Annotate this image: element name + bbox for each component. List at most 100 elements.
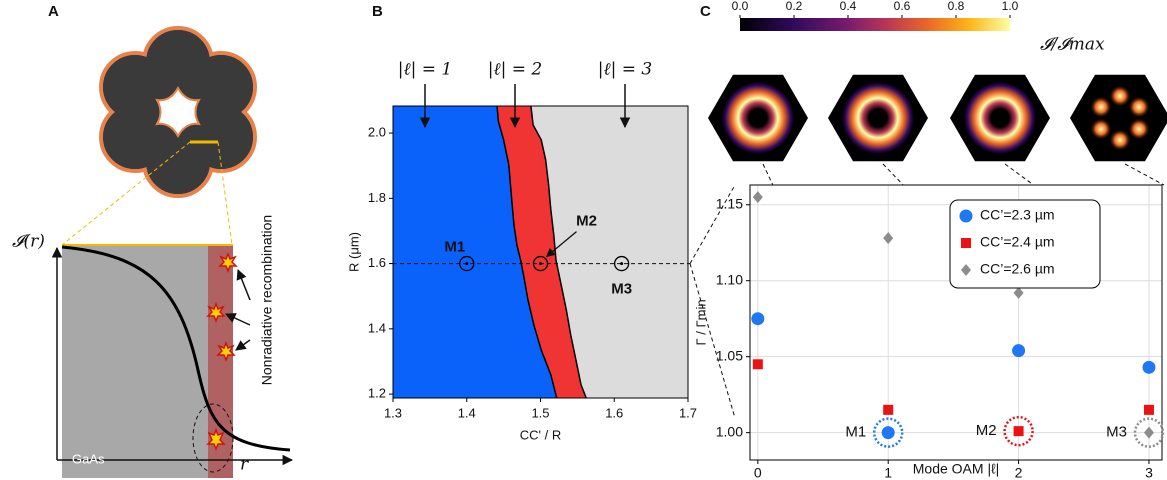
- legend-label: CC’=2.6 µm: [980, 261, 1055, 277]
- annotation: M3: [1106, 424, 1127, 441]
- panel-label: B: [372, 3, 383, 20]
- x-tick-label: 1.7: [679, 405, 697, 420]
- mode-hole: [749, 109, 767, 127]
- y-axis-label: 𝓘(r): [12, 232, 45, 252]
- colorbar-label: 𝓘/𝓘max: [1040, 35, 1105, 55]
- y-axis-label: R (μm): [346, 232, 361, 272]
- y-tick-label: 2.0: [368, 125, 386, 140]
- x-tick-label: 1.3: [384, 405, 402, 420]
- point: [1143, 404, 1154, 415]
- mode-hole: [869, 109, 887, 127]
- arrows: [225, 269, 251, 351]
- mode-hole: [1111, 109, 1129, 127]
- connector: [882, 163, 904, 186]
- mode-point: [532, 255, 549, 272]
- colorbar-tick-label: 0.6: [894, 0, 911, 13]
- x-tick-label: 1.4: [458, 405, 476, 420]
- point: [881, 426, 895, 440]
- mode-dot: [465, 262, 469, 266]
- legend-label: CC’=2.3 µm: [980, 207, 1055, 223]
- mode-label: M2: [576, 213, 597, 230]
- point: [752, 191, 763, 204]
- region-label: |ℓ| = 3: [598, 60, 652, 80]
- y-tick-label: 1.6: [368, 255, 386, 270]
- highlight: [872, 417, 904, 448]
- region-label: |ℓ| = 1: [398, 60, 452, 80]
- highlight: [192, 403, 234, 473]
- legend: [949, 199, 1101, 289]
- mode-intensity: [1109, 85, 1131, 107]
- region: [530, 106, 688, 398]
- y-tick-label: 1.8: [368, 190, 386, 205]
- boundary: [496, 105, 558, 399]
- plot-frame: [749, 184, 1163, 461]
- x-tick-label: 1.6: [605, 405, 623, 420]
- point: [961, 264, 971, 276]
- recombination-sites: [206, 251, 238, 452]
- mode-label: M1: [444, 239, 465, 256]
- colorbar-tick-label: 1.0: [1002, 0, 1019, 13]
- colorbar-tick-label: 0.2: [786, 0, 803, 13]
- y-tick-label: 1.05: [716, 347, 743, 363]
- material-label: GaAs: [72, 451, 105, 466]
- zoom-line: [217, 141, 233, 246]
- mode-hole: [991, 109, 1009, 127]
- intensity-profile: [61, 245, 291, 452]
- colorbar-tick-label: 0.4: [840, 0, 857, 13]
- point: [1013, 286, 1024, 299]
- arrow: [545, 231, 577, 258]
- annotation: M1: [845, 424, 866, 441]
- boundary: [530, 105, 587, 399]
- point: [1142, 360, 1156, 374]
- gaas-region: [62, 245, 208, 478]
- mode-intensity: [1089, 118, 1112, 140]
- point: [959, 209, 973, 223]
- highlight: [1133, 417, 1165, 448]
- zoom-line: [689, 184, 736, 264]
- y-tick-label: 1.10: [716, 271, 743, 287]
- mode-point: [459, 255, 475, 272]
- annotation: M2: [976, 422, 997, 439]
- mode-intensity: [1128, 118, 1151, 140]
- highlight: [1003, 415, 1034, 447]
- colorbar: [740, 18, 1010, 31]
- x-tick-label: 1: [884, 465, 892, 480]
- mode-intensity: [1089, 96, 1112, 118]
- x-axis-label: Mode OAM |ℓ|: [913, 461, 1000, 477]
- colorbar-tick-label: 0.0: [732, 0, 749, 13]
- connector: [1124, 163, 1165, 186]
- point: [751, 312, 765, 326]
- point: [1013, 426, 1024, 437]
- x-axis-label: r: [240, 455, 249, 475]
- point: [1143, 426, 1154, 439]
- x-tick-label: 0: [754, 465, 762, 480]
- connector: [1004, 163, 1034, 186]
- y-tick-label: 1.4: [368, 320, 386, 335]
- x-tick-label: 3: [1145, 465, 1153, 480]
- point: [883, 232, 894, 245]
- legend-label: CC’=2.4 µm: [980, 234, 1055, 250]
- micropillar: [99, 26, 257, 198]
- mode-dot: [620, 262, 624, 266]
- x-tick-label: 1.5: [531, 405, 549, 420]
- annotation: Nonradiative recombination: [259, 215, 275, 385]
- zoom-line: [689, 263, 736, 419]
- colorbar-tick-label: 0.8: [948, 0, 965, 13]
- x-tick-label: 2: [1015, 465, 1023, 480]
- mode-point: [613, 255, 630, 272]
- mode-dot: [539, 262, 542, 266]
- mode-label: M3: [611, 281, 632, 298]
- point: [883, 404, 894, 415]
- point: [752, 359, 763, 370]
- panel-label: C: [700, 3, 711, 20]
- y-tick-label: 1.15: [716, 195, 743, 211]
- point: [1012, 344, 1026, 358]
- zoom-line: [61, 141, 191, 246]
- region: [496, 106, 587, 398]
- panel-label: A: [48, 3, 59, 20]
- y-axis-label: Γ / Γmin: [693, 299, 708, 345]
- mode-intensity: [1128, 96, 1151, 118]
- y-tick-label: 1.00: [716, 423, 743, 439]
- region-label: |ℓ| = 2: [488, 60, 542, 80]
- mode-intensity: [1109, 129, 1131, 151]
